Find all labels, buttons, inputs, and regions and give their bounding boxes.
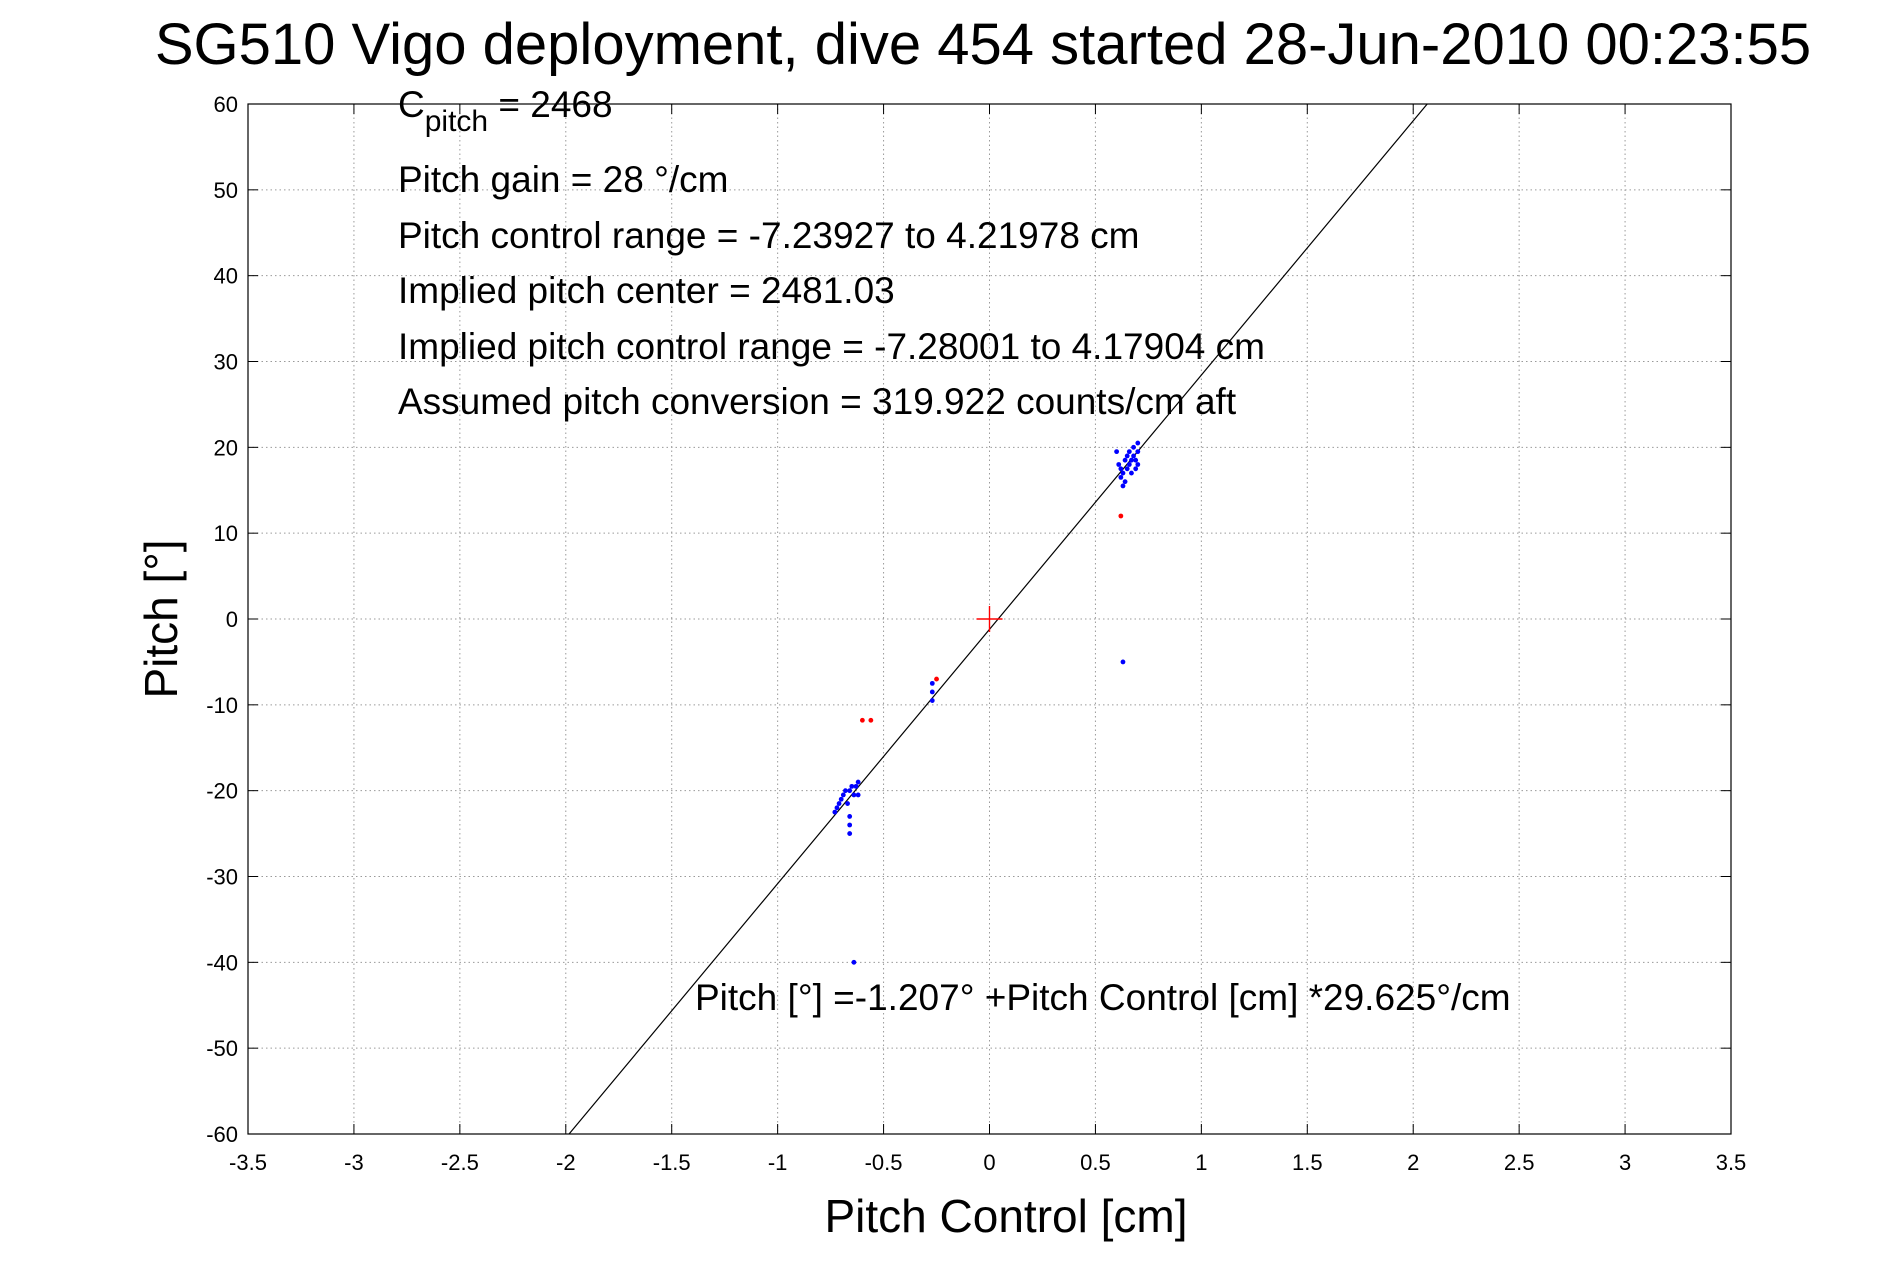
x-tick-label: -3.5 xyxy=(229,1150,267,1175)
data-point-blue xyxy=(1133,457,1139,463)
x-tick-label: 2.5 xyxy=(1504,1150,1535,1175)
c-pitch-main: C xyxy=(398,84,425,125)
data-point-blue xyxy=(1126,462,1132,467)
data-point-blue xyxy=(1129,470,1134,476)
y-tick-label: 10 xyxy=(214,521,238,546)
data-point-blue xyxy=(847,822,853,828)
data-point-blue xyxy=(847,814,853,819)
c-pitch-value: = 2468 xyxy=(488,84,612,125)
data-point-blue xyxy=(845,801,850,806)
data-point-blue xyxy=(1122,479,1128,485)
y-tick-label: -10 xyxy=(206,693,238,718)
center-marker-group xyxy=(976,606,1003,632)
data-point-blue xyxy=(1120,659,1126,665)
data-point-blue xyxy=(1135,462,1141,467)
x-tick-label: 2 xyxy=(1407,1150,1419,1175)
x-tick-label: -1 xyxy=(768,1150,788,1175)
data-point-blue xyxy=(838,796,844,802)
annotation-implied-control-range: Implied pitch control range = -7.28001 t… xyxy=(398,326,1265,367)
x-tick-label: -1.5 xyxy=(653,1150,691,1175)
y-tick-label: 0 xyxy=(226,607,238,632)
data-point-blue xyxy=(1124,466,1130,472)
data-point-blue xyxy=(847,788,853,794)
x-tick-label: -0.5 xyxy=(865,1150,903,1175)
x-axis-label: Pitch Control [cm] xyxy=(825,1190,1188,1242)
data-point-blue xyxy=(1135,449,1141,455)
data-point-blue xyxy=(855,792,861,798)
data-point-blue xyxy=(851,792,857,798)
x-tick-label: -2 xyxy=(556,1150,576,1175)
data-point-blue xyxy=(1129,457,1134,463)
data-point-blue xyxy=(1126,449,1132,455)
annotation-pitch-conversion: Assumed pitch conversion = 319.922 count… xyxy=(398,381,1237,422)
annotation-pitch-control-range: Pitch control range = -7.23927 to 4.2197… xyxy=(398,215,1140,256)
x-tick-label: 1.5 xyxy=(1292,1150,1323,1175)
data-point-blue xyxy=(853,783,859,789)
data-point-blue xyxy=(1118,474,1124,480)
data-points xyxy=(832,440,1141,965)
data-point-blue xyxy=(851,959,857,965)
y-tick-label: 30 xyxy=(214,350,238,375)
data-point-red xyxy=(859,717,865,723)
data-point-blue xyxy=(929,680,935,686)
annotation-implied-pitch-center: Implied pitch center = 2481.03 xyxy=(398,270,895,311)
axis-ticks xyxy=(247,103,1732,1135)
y-tick-label: 40 xyxy=(214,264,238,289)
x-tick-label: 0 xyxy=(983,1150,995,1175)
data-point-blue xyxy=(849,783,855,789)
data-point-blue xyxy=(1122,457,1128,463)
x-tick-label: 0.5 xyxy=(1080,1150,1111,1175)
fit-equation: Pitch [°] =-1.207° +Pitch Control [cm] *… xyxy=(695,977,1511,1018)
y-tick-label: -20 xyxy=(206,779,238,804)
y-tick-label: 60 xyxy=(214,92,238,117)
grid xyxy=(248,104,1731,1134)
y-tick-label: 20 xyxy=(214,435,238,460)
data-point-blue xyxy=(1120,470,1126,476)
data-point-blue xyxy=(1133,466,1139,472)
data-point-blue xyxy=(843,788,848,794)
x-tick-labels: -3.5 -3 -2.5 -2 -1.5 -1 -0.5 0 0.5 1 1.5 2 2.5 3 3.5 xyxy=(229,1150,1746,1175)
data-point-blue xyxy=(1114,449,1120,455)
y-tick-labels: -60 -50 -40 -30 -20 -10 0 10 20 30 40 50 60 xyxy=(206,92,238,1147)
annotation-block: Cpitch = 2468 Pitch gain = 28 °/cm Pitch… xyxy=(398,84,1265,422)
data-point-blue xyxy=(840,792,846,798)
c-pitch-annotation: Cpitch = 2468 xyxy=(398,84,613,138)
data-point-blue xyxy=(1118,466,1124,472)
data-point-blue xyxy=(855,779,861,785)
y-tick-label: -50 xyxy=(206,1036,238,1061)
data-point-blue xyxy=(929,689,935,695)
y-axis-label: Pitch [°] xyxy=(135,539,187,698)
data-point-blue xyxy=(1135,440,1141,446)
x-tick-label: 3 xyxy=(1619,1150,1631,1175)
x-tick-label: -2.5 xyxy=(441,1150,479,1175)
data-point-blue xyxy=(847,831,853,836)
x-tick-label: 3.5 xyxy=(1716,1150,1747,1175)
c-pitch-subscript: pitch xyxy=(425,105,488,138)
data-point-blue xyxy=(836,801,842,806)
data-point-blue xyxy=(1131,444,1136,450)
data-point-red xyxy=(934,676,939,682)
data-point-blue xyxy=(1116,462,1122,467)
annotation-pitch-gain: Pitch gain = 28 °/cm xyxy=(398,159,729,200)
data-point-blue xyxy=(1124,453,1130,459)
data-point-blue xyxy=(1120,483,1126,489)
y-tick-label: 50 xyxy=(214,178,238,203)
data-point-red xyxy=(868,717,874,723)
data-point-red xyxy=(1118,513,1124,519)
y-tick-label: -40 xyxy=(206,950,238,975)
x-tick-label: 1 xyxy=(1195,1150,1207,1175)
x-tick-label: -3 xyxy=(344,1150,364,1175)
data-point-blue xyxy=(929,698,935,703)
y-tick-label: -60 xyxy=(206,1122,238,1147)
chart-title: SG510 Vigo deployment, dive 454 started … xyxy=(155,12,1811,77)
data-point-blue xyxy=(834,805,840,811)
y-tick-label: -30 xyxy=(206,865,238,890)
data-point-blue xyxy=(1131,453,1136,459)
data-point-blue xyxy=(832,809,838,815)
